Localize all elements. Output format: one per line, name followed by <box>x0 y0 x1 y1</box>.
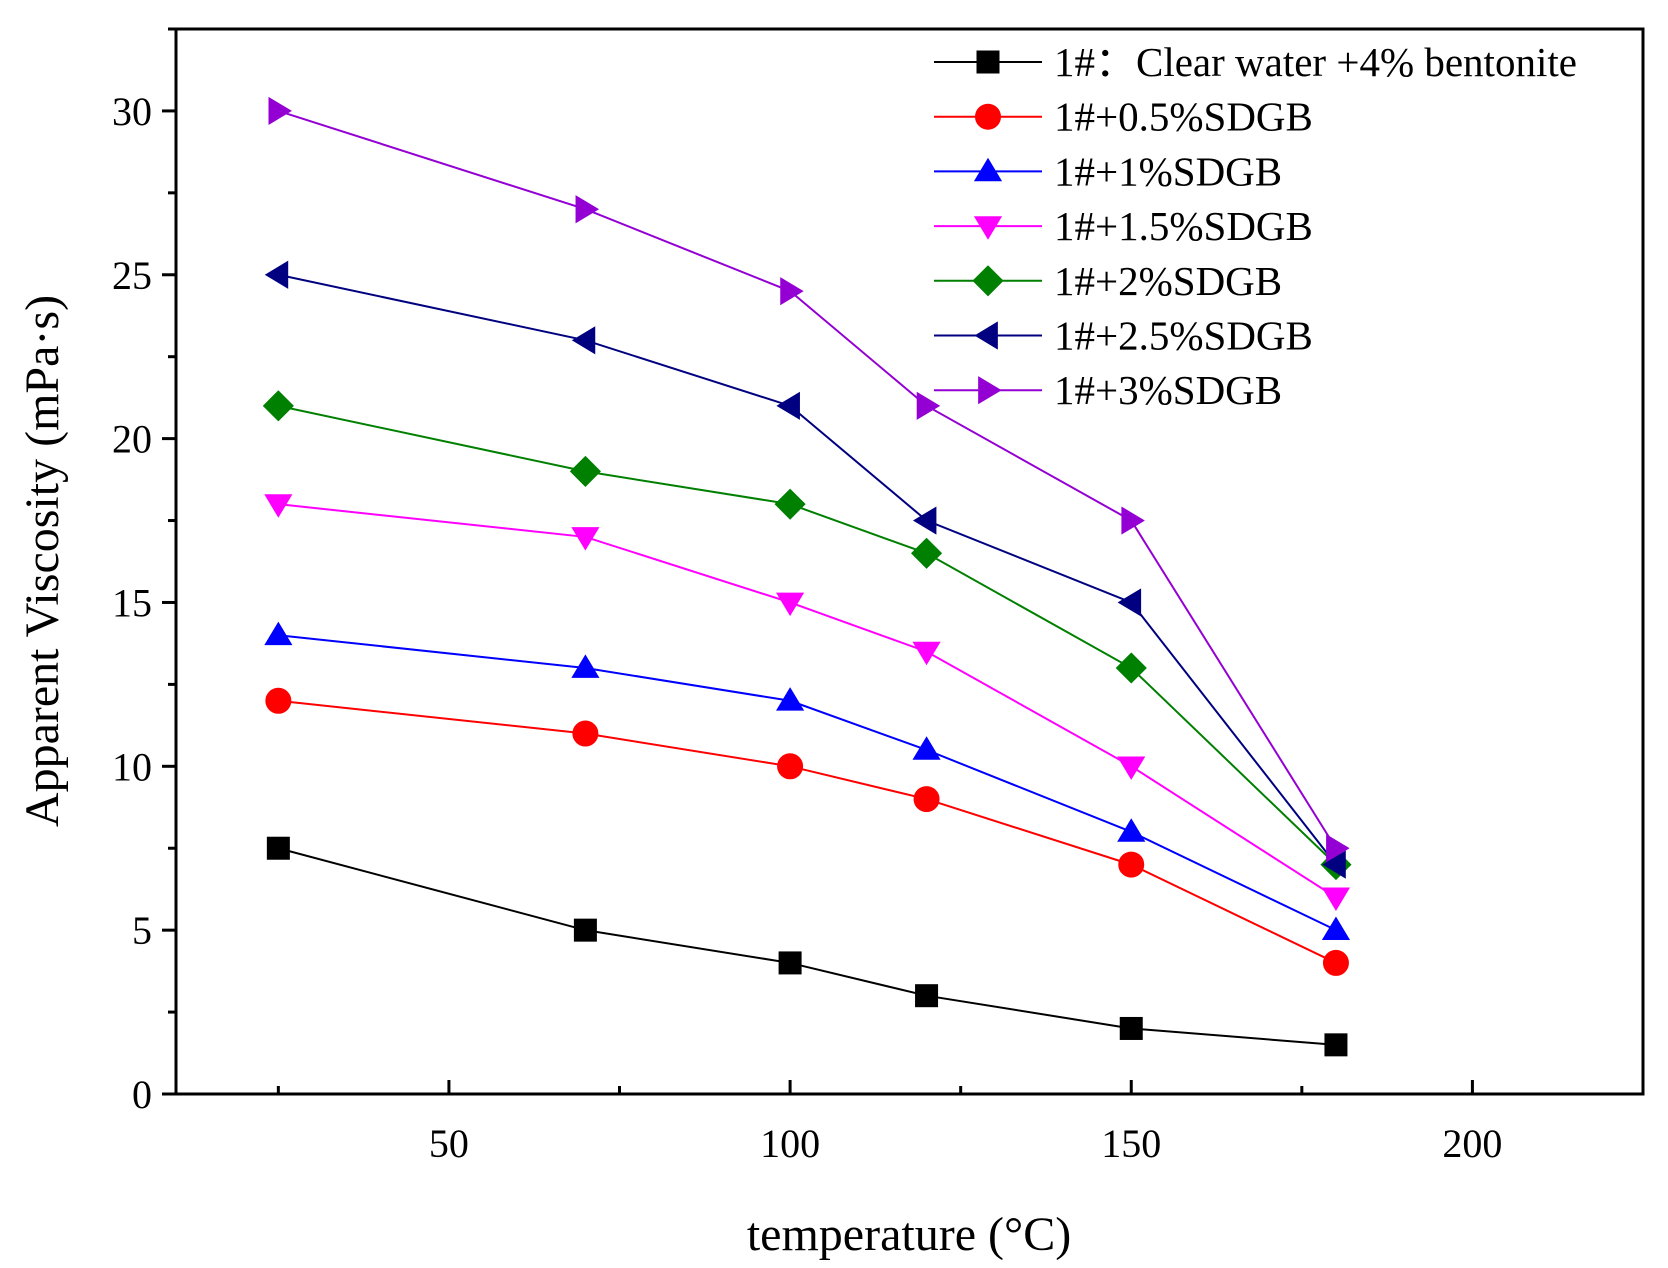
data-point <box>776 687 805 711</box>
legend-item: 1#+1%SDGB <box>934 148 1282 194</box>
series-5 <box>262 390 1352 881</box>
legend-label: 1#+2.5%SDGB <box>1054 313 1313 359</box>
legend-item: 1#+0.5%SDGB <box>934 94 1313 140</box>
data-point <box>572 720 599 747</box>
data-point <box>264 260 289 289</box>
y-tick-label: 0 <box>132 1072 152 1117</box>
series-7 <box>268 96 1350 863</box>
plot-frame <box>174 27 1645 1096</box>
data-point <box>774 488 806 520</box>
series-4 <box>264 494 1351 912</box>
data-point <box>911 537 943 569</box>
data-point <box>776 592 805 617</box>
series-line <box>278 503 1337 899</box>
data-point <box>913 786 940 813</box>
series-6 <box>264 260 1346 879</box>
x-tick-label: 150 <box>1101 1121 1161 1166</box>
series-line <box>278 847 1337 1046</box>
data-point <box>266 836 290 860</box>
y-tick-label: 15 <box>112 580 152 625</box>
legend-item: 1#+1.5%SDGB <box>934 203 1313 249</box>
x-tick-label: 200 <box>1442 1121 1502 1166</box>
legend-marker <box>975 103 1001 130</box>
data-point <box>915 984 939 1008</box>
data-point <box>778 951 802 975</box>
data-point <box>1321 887 1351 912</box>
legend-label: 1#+1%SDGB <box>1054 148 1282 194</box>
y-tick-label: 10 <box>112 744 152 789</box>
legend: 1#：Clear water +4% bentonite 1#+0.5%SDGB 1… <box>934 39 1577 413</box>
x-axis-title: temperature (°C) <box>747 1208 1071 1261</box>
data-point <box>1117 588 1142 617</box>
series-3 <box>264 621 1351 941</box>
data-point <box>575 195 600 224</box>
legend-marker <box>976 50 1000 74</box>
series-line <box>278 699 1337 964</box>
y-axis-title: Apparent Viscosity (mPa·s) <box>16 295 69 827</box>
series-line <box>278 109 1337 849</box>
y-tick-label: 5 <box>132 908 152 953</box>
legend-label: 1#+3%SDGB <box>1054 367 1282 413</box>
series-1 <box>266 836 1348 1057</box>
legend-marker <box>973 216 1003 240</box>
data-point <box>1117 818 1146 842</box>
y-tick-label: 30 <box>112 89 152 134</box>
legend-item: 1#+2.5%SDGB <box>934 313 1313 359</box>
y-tick-label: 25 <box>112 253 152 298</box>
data-point <box>571 326 596 355</box>
data-point <box>1321 916 1351 941</box>
data-point <box>1121 506 1145 535</box>
data-point <box>1326 834 1350 863</box>
data-point <box>571 527 600 551</box>
y-tick-label: 20 <box>112 417 152 462</box>
legend-item: 1#：Clear water +4% bentonite <box>934 39 1577 85</box>
x-tick-label: 100 <box>760 1121 820 1166</box>
legend-item: 1#+2%SDGB <box>934 258 1282 304</box>
data-point <box>262 390 294 422</box>
data-point <box>264 494 293 518</box>
legend-marker <box>972 265 1004 297</box>
legend-label: 1#+1.5%SDGB <box>1054 203 1313 249</box>
data-point <box>912 641 941 666</box>
series-line <box>278 634 1337 932</box>
data-point <box>1324 1033 1348 1057</box>
data-point <box>916 391 941 420</box>
x-tick-label: 50 <box>429 1121 469 1166</box>
x-axis: 50 100 150 200 <box>276 1080 1502 1166</box>
data-point <box>573 918 597 942</box>
legend-item: 1#+3%SDGB <box>934 367 1282 413</box>
data-point <box>1118 851 1145 878</box>
legend-label: 1#+2%SDGB <box>1054 258 1282 304</box>
series-2 <box>265 687 1349 976</box>
data-point <box>912 506 937 535</box>
data-point <box>1115 652 1147 684</box>
data-point <box>777 753 804 780</box>
legend-marker <box>978 376 1002 405</box>
data-point <box>1322 850 1346 879</box>
legend-marker <box>974 321 998 350</box>
data-point <box>1117 756 1146 780</box>
data-point <box>268 96 292 126</box>
legend-marker <box>973 157 1003 182</box>
data-point <box>264 621 293 646</box>
data-point <box>569 455 601 487</box>
legend-label: 1#+0.5%SDGB <box>1054 94 1313 140</box>
data-point <box>776 391 800 420</box>
y-axis: 0 5 10 15 20 25 30 <box>112 27 176 1117</box>
data-point <box>912 736 941 760</box>
legend-label: 1#：Clear water +4% bentonite <box>1054 39 1577 85</box>
series-layer <box>262 96 1352 1057</box>
data-point <box>571 654 600 678</box>
data-point <box>1322 949 1349 976</box>
data-point <box>1119 1016 1143 1040</box>
data-point <box>780 277 804 306</box>
data-point <box>265 687 292 714</box>
series-line <box>278 273 1337 866</box>
series-line <box>278 404 1337 866</box>
